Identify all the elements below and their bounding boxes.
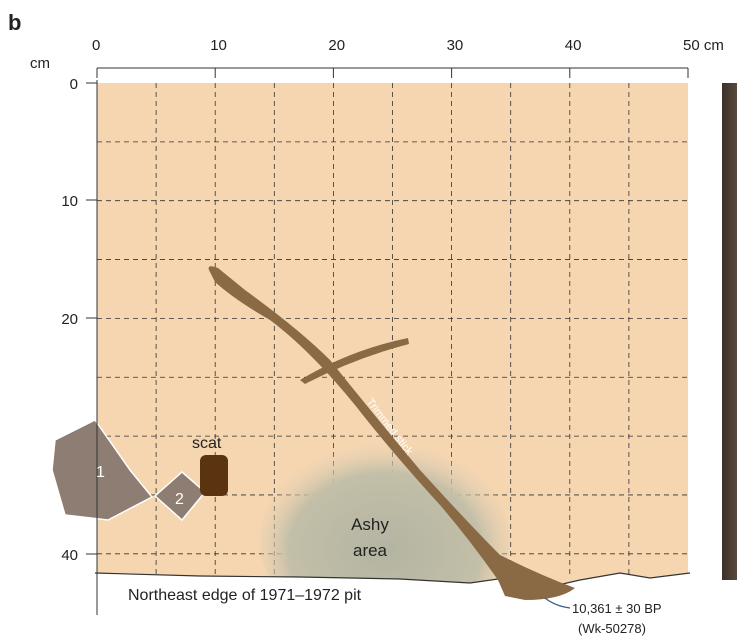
stone-2-label: 2 — [175, 491, 184, 508]
edge-label: Northeast edge of 1971–1972 pit — [128, 587, 362, 604]
date-label: 10,361 ± 30 BP — [572, 601, 662, 616]
scat-label: scat — [192, 435, 222, 452]
x-label: 50 cm — [683, 37, 724, 54]
x-label: 10 — [210, 37, 227, 54]
y-label: 20 — [61, 311, 78, 328]
ash-label: area — [353, 541, 388, 560]
stone-1-label: 1 — [96, 464, 105, 481]
panel-label: b — [8, 10, 21, 35]
photo-edge — [722, 83, 737, 580]
x-label: 20 — [328, 37, 345, 54]
y-label: 10 — [61, 193, 78, 210]
y-label: 0 — [70, 76, 78, 93]
ash-label: Ashy — [351, 515, 389, 534]
x-label: 40 — [565, 37, 582, 54]
y-label: 40 — [61, 547, 78, 564]
lab-code: (Wk-50278) — [578, 621, 646, 636]
x-label: 30 — [447, 37, 464, 54]
plan-figure: b cm 0 10 20 40 01020304050 cm 1 2 scat … — [0, 0, 737, 640]
scat — [200, 455, 228, 496]
x-label: 0 — [92, 37, 100, 54]
y-unit: cm — [30, 55, 50, 72]
